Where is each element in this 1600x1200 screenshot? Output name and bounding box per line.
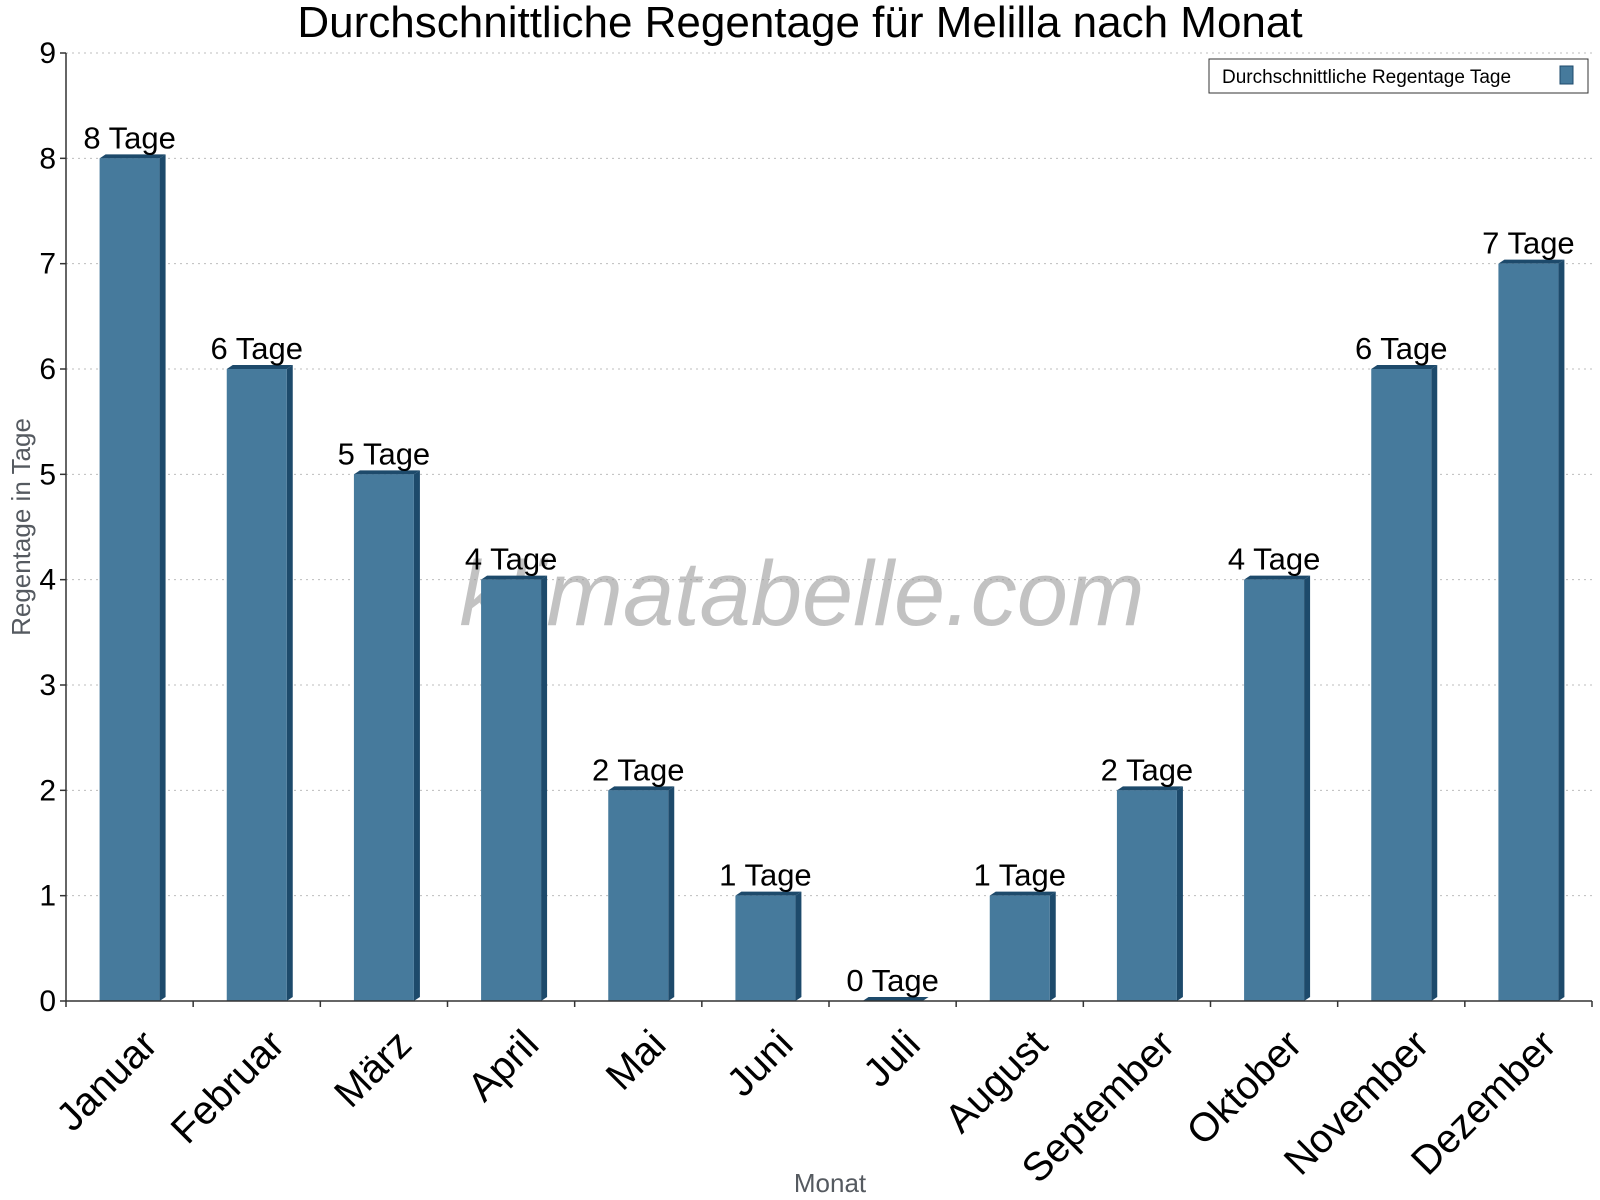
watermark: klimatabelle.com	[459, 543, 1144, 645]
y-tick-labels: 0 1 2 3 4 5 6 7 8 9	[39, 37, 56, 1018]
bar-side	[286, 365, 293, 1001]
data-label: 8 Tage	[83, 120, 176, 155]
y-tick-label: 2	[39, 774, 56, 807]
x-tick-label: Juli	[855, 1022, 929, 1096]
bar-februar	[226, 365, 293, 1001]
data-label: 4 Tage	[1228, 542, 1321, 577]
bar-side	[159, 154, 166, 1002]
data-label: 1 Tage	[973, 858, 1066, 893]
data-label: 7 Tage	[1482, 226, 1575, 261]
bar-front	[1371, 369, 1432, 1001]
legend-swatch	[1559, 65, 1574, 85]
bar-front	[989, 895, 1050, 1001]
bar-side	[1049, 891, 1056, 1001]
bar-top	[1371, 365, 1438, 369]
y-tick-label: 3	[39, 669, 56, 702]
x-tick-label: August	[937, 1022, 1056, 1141]
bar-top	[226, 365, 293, 369]
bar-front	[1244, 579, 1305, 1001]
grid-lines	[66, 52, 1592, 897]
bar-top	[1116, 786, 1183, 791]
bar-juli	[862, 997, 929, 1001]
bar-januar	[99, 154, 166, 1002]
x-tick-label: Januar	[48, 1022, 166, 1140]
legend-box	[1208, 58, 1589, 94]
x-tick-label: Februar	[163, 1022, 293, 1152]
y-tick-label: 6	[39, 353, 56, 386]
bar-top	[735, 891, 802, 896]
y-tick-label: 1	[39, 880, 56, 913]
data-label: 6 Tage	[1355, 331, 1448, 366]
bar-side	[795, 891, 802, 1001]
data-label: 0 Tage	[846, 963, 939, 998]
bar-juni	[735, 891, 802, 1001]
legend-entry-label: Durchschnittliche Regentage Tage	[1222, 67, 1511, 88]
bar-august	[989, 891, 1056, 1001]
bar-top	[1244, 575, 1311, 580]
data-label: 1 Tage	[719, 858, 812, 893]
bar-front	[226, 369, 287, 1001]
y-axis-label: Regentage in Tage	[6, 418, 36, 636]
bar-dezember	[1498, 259, 1565, 1002]
x-tick-label: Oktober	[1179, 1022, 1311, 1154]
bar-front	[608, 790, 669, 1001]
data-label: 2 Tage	[1101, 752, 1194, 787]
x-tick-label: Juni	[719, 1022, 802, 1105]
y-tick-label: 0	[39, 985, 56, 1018]
axes	[60, 52, 1593, 1007]
bar-front	[353, 474, 414, 1001]
bar-mai	[608, 786, 675, 1001]
bar-top	[481, 575, 548, 580]
bar-top	[99, 154, 166, 159]
bar-side	[1558, 259, 1565, 1002]
legend: Durchschnittliche Regentage Tage	[1208, 58, 1589, 94]
y-tick-label: 5	[39, 458, 56, 491]
bar-front	[1116, 790, 1177, 1001]
bar-side	[668, 786, 675, 1001]
x-tick-label: Mai	[598, 1022, 675, 1099]
bar-oktober	[1244, 575, 1311, 1001]
bar-top	[1498, 259, 1565, 264]
bar-side	[1304, 575, 1311, 1001]
x-tick-label: April	[460, 1022, 548, 1110]
bar-april	[481, 575, 548, 1001]
bar-front	[481, 579, 542, 1001]
y-tick-label: 4	[39, 564, 56, 597]
bar-side	[413, 470, 420, 1001]
x-axis-label: Monat	[794, 1168, 867, 1198]
data-label: 5 Tage	[338, 436, 431, 471]
bar-side	[1431, 365, 1438, 1001]
bar-september	[1116, 786, 1183, 1001]
y-tick-label: 7	[39, 248, 56, 281]
data-label: 2 Tage	[592, 752, 685, 787]
bars	[99, 154, 1565, 1002]
bar-top	[608, 786, 675, 791]
data-label: 6 Tage	[210, 331, 303, 366]
bar-side	[1176, 786, 1183, 1001]
bar-front	[1498, 263, 1559, 1002]
bar-side	[541, 575, 548, 1001]
chart-title: Durchschnittliche Regentage für Melilla …	[297, 0, 1302, 47]
bar-november	[1371, 365, 1438, 1001]
y-tick-label: 8	[39, 142, 56, 175]
y-tick-label: 9	[39, 37, 56, 70]
data-labels: 8 Tage 6 Tage 5 Tage 4 Tage 2 Tage 1 Tage 0 Ta…	[83, 120, 1574, 998]
bar-märz	[353, 470, 420, 1001]
bar-top	[862, 997, 929, 1001]
data-label: 4 Tage	[465, 542, 558, 577]
x-tick-label: März	[326, 1022, 420, 1116]
bar-top	[353, 470, 420, 475]
bar-front	[99, 158, 160, 1002]
bar-front	[735, 895, 796, 1001]
bar-top	[989, 891, 1056, 896]
